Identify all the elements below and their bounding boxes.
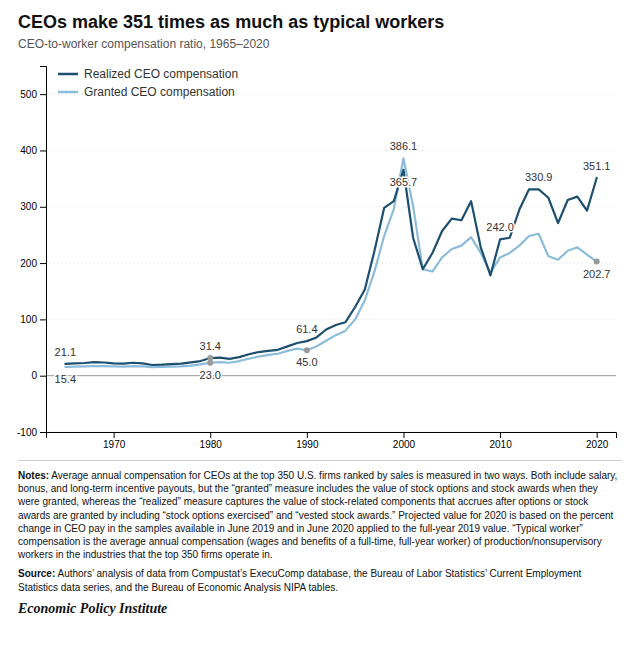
x-tick-mark — [307, 432, 308, 438]
x-tick-label: 2010 — [489, 439, 512, 450]
notes-text: Average annual compensation for CEOs at … — [18, 470, 617, 560]
annotation-label: 31.4 — [200, 340, 221, 352]
x-tick: 2010 — [489, 432, 512, 450]
y-tick-mark — [40, 263, 46, 264]
spacer — [49, 470, 51, 481]
grid — [46, 94, 616, 432]
annotations: 21.1 31.4 61.4 365.7 330.9 351.1 15.4 23.0 45.0 3… — [55, 140, 611, 385]
legend-swatch — [58, 91, 78, 94]
grid-line — [46, 375, 616, 376]
chart: CEOs make 351 times as much as typical w… — [0, 0, 640, 460]
y-tick-label: 300 — [20, 201, 37, 212]
x-tick: 1970 — [103, 432, 126, 450]
y-tick-label: 200 — [20, 258, 37, 269]
y-tick: -100 — [17, 427, 46, 438]
x-tick-mark — [403, 432, 404, 438]
notes: Notes: Average annual compensation for C… — [18, 460, 622, 618]
x-tick-mark — [210, 432, 211, 438]
y-tick-mark — [40, 376, 46, 377]
x-axis: 1970 1980 1990 2000 2010 2020 — [47, 432, 617, 450]
legend: Realized CEO compensation Granted CEO com… — [58, 67, 238, 99]
subtitle: CEO-to-worker compensation ratio, 1965–2… — [18, 37, 270, 51]
y-tick-label: 500 — [20, 89, 37, 100]
source-label: Source: — [18, 568, 55, 579]
y-tick-label: 400 — [20, 145, 37, 156]
annotation-dot — [594, 259, 600, 265]
annotation-label: 386.1 — [390, 140, 418, 152]
series-line — [65, 170, 596, 365]
annotation-dot — [207, 360, 213, 366]
x-tick-label: 1980 — [200, 439, 223, 450]
annotation-label: 365.7 — [390, 176, 418, 188]
grid-line — [46, 150, 616, 151]
annotation-label: 242.0 — [486, 221, 514, 233]
y-tick: 400 — [20, 145, 46, 156]
annotation-label: 351.1 — [583, 160, 611, 172]
credit: Economic Policy Institute — [18, 600, 622, 618]
grid-line — [46, 319, 616, 320]
title: CEOs make 351 times as much as typical w… — [18, 12, 444, 32]
annotation-label: 21.1 — [55, 346, 76, 358]
spacer — [55, 568, 57, 579]
x-tick: 1990 — [296, 432, 319, 450]
x-tick-label: 1990 — [296, 439, 319, 450]
annotation-label: 23.0 — [200, 369, 221, 381]
legend-label: Realized CEO compensation — [84, 67, 238, 81]
legend-item: Realized CEO compensation — [58, 67, 238, 81]
x-tick-mark — [500, 432, 501, 438]
x-tick: 2020 — [586, 432, 609, 450]
source-paragraph: Source: Authors’ analysis of data from C… — [18, 567, 622, 593]
y-tick-mark — [40, 432, 46, 433]
y-tick: 0 — [31, 370, 46, 381]
legend-item: Granted CEO compensation — [58, 85, 235, 99]
x-tick-mark — [114, 432, 115, 438]
x-tick-label: 2000 — [393, 439, 416, 450]
y-tick-mark — [40, 319, 46, 320]
x-tick-label: 2020 — [586, 439, 609, 450]
notes-paragraph: Notes: Average annual compensation for C… — [18, 469, 622, 561]
annotation-label: 45.0 — [296, 356, 317, 368]
annotation-label: 15.4 — [55, 373, 76, 385]
y-tick-mark — [40, 94, 46, 95]
annotation-label: 202.7 — [583, 268, 611, 280]
y-tick-mark — [40, 150, 46, 151]
legend-swatch — [58, 73, 78, 76]
annotation-dot — [304, 347, 310, 353]
y-axis: -100 0 100 200 300 400 500 — [17, 67, 47, 438]
y-tick-mark — [40, 207, 46, 208]
source-text: Authors’ analysis of data from Compustat… — [18, 568, 581, 592]
y-tick: 100 — [20, 314, 46, 325]
annotation-label: 61.4 — [296, 323, 317, 335]
x-tick-mark — [597, 432, 598, 438]
y-axis-line — [40, 67, 47, 433]
y-tick-label: 100 — [20, 314, 37, 325]
x-axis-line — [47, 433, 617, 439]
grid-line — [46, 206, 616, 207]
x-tick: 1980 — [200, 432, 223, 450]
x-tick: 2000 — [393, 432, 416, 450]
y-tick: 200 — [20, 258, 46, 269]
series-line — [65, 158, 596, 367]
grid-line — [46, 263, 616, 264]
notes-label: Notes: — [18, 470, 49, 481]
x-tick-label: 1970 — [103, 439, 126, 450]
legend-label: Granted CEO compensation — [84, 85, 235, 99]
plot-area — [65, 158, 599, 367]
y-tick-label: -100 — [17, 427, 37, 438]
y-tick-label: 0 — [31, 370, 37, 381]
annotation-label: 330.9 — [525, 171, 553, 183]
y-tick: 500 — [20, 89, 46, 100]
y-tick: 300 — [20, 201, 46, 212]
